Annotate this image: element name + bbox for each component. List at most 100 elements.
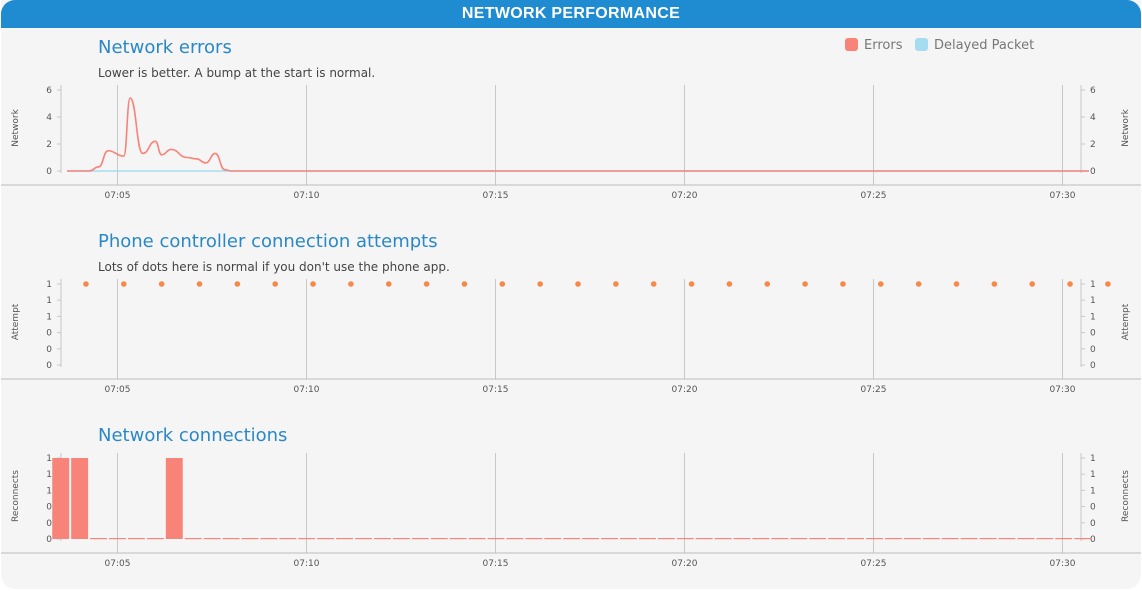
attempt-point	[650, 281, 657, 287]
reconnect-bar	[620, 538, 637, 540]
x-tick-label: 07:30	[1050, 385, 1076, 395]
attempt-point	[726, 281, 733, 287]
attempt-point	[158, 281, 165, 287]
reconnect-bar	[109, 538, 126, 540]
y-tick-label-right: 0	[1090, 329, 1096, 339]
y-tick-label-left: 6	[46, 86, 52, 96]
x-tick-label: 07:25	[861, 385, 887, 395]
y-tick-label-left: 1	[46, 312, 52, 322]
attempt-point	[764, 281, 771, 287]
attempt-point	[802, 281, 808, 287]
attempt-point	[1067, 281, 1073, 287]
attempt-point	[575, 281, 581, 287]
reconnect-bar	[90, 538, 108, 540]
reconnect-bar	[71, 458, 89, 539]
reconnect-bar	[411, 538, 429, 540]
reconnect-bar	[752, 538, 770, 540]
reconnect-bar	[1074, 538, 1092, 540]
reconnect-bar	[222, 538, 240, 540]
reconnect-bar	[714, 538, 732, 540]
x-tick-label: 07:30	[1050, 559, 1076, 569]
reconnect-bar	[1017, 538, 1035, 540]
y-tick-label-right: 0	[1090, 345, 1096, 355]
y-tick-label-right: 0	[1090, 361, 1096, 371]
reconnect-bar	[828, 538, 846, 540]
reconnect-bar	[506, 538, 524, 540]
x-tick-label: 07:10	[294, 559, 320, 569]
attempt-point	[385, 281, 392, 287]
attempt-point	[272, 281, 279, 287]
y-axis-title-left: Attempt	[11, 303, 21, 340]
reconnect-bar	[336, 538, 354, 540]
y-tick-label-left: 0	[46, 167, 52, 177]
series-line-errors	[67, 97, 1089, 172]
reconnect-bar	[847, 538, 865, 540]
attempt-point	[499, 281, 506, 287]
y-tick-label-right: 1	[1090, 454, 1096, 464]
x-tick-label: 07:10	[294, 191, 320, 201]
reconnect-bar	[184, 538, 202, 540]
reconnect-bar	[998, 538, 1016, 540]
legend-item-errors[interactable]: Errors	[845, 38, 902, 53]
reconnect-bar	[279, 538, 297, 540]
y-tick-label-right: 0	[1090, 503, 1096, 513]
reconnect-bar	[487, 538, 505, 540]
reconnect-bar	[960, 538, 978, 540]
reconnect-bar	[922, 538, 940, 540]
reconnect-bar	[449, 538, 467, 540]
reconnect-bar	[676, 538, 694, 540]
y-tick-label-left: 2	[46, 140, 52, 150]
y-tick-label-left: 1	[46, 280, 52, 290]
y-tick-label-left: 0	[46, 329, 52, 339]
reconnect-bar	[582, 538, 600, 540]
y-tick-label-right: 1	[1090, 470, 1096, 480]
reconnect-bar	[790, 538, 808, 540]
attempt-point	[234, 281, 241, 287]
attempt-point	[915, 281, 922, 287]
reconnect-bar	[1036, 538, 1054, 540]
attempt-point	[310, 281, 316, 287]
reconnect-bar	[373, 538, 391, 540]
y-axis-title-right: Network	[1121, 108, 1131, 146]
y-tick-label-left: 1	[46, 470, 52, 480]
x-tick-label: 07:25	[861, 559, 887, 569]
reconnect-bar	[317, 538, 335, 540]
attempt-point	[953, 281, 960, 287]
reconnect-bar	[127, 538, 145, 540]
reconnect-bar	[979, 538, 997, 540]
attempt-point	[1105, 281, 1111, 287]
x-tick-label: 07:05	[105, 191, 131, 201]
reconnect-bar	[260, 538, 278, 540]
x-tick-label: 07:15	[483, 191, 509, 201]
y-tick-label-right: 0	[1090, 519, 1096, 529]
reconnect-bar	[657, 538, 675, 540]
x-tick-label: 07:20	[672, 191, 698, 201]
reconnect-bar	[941, 538, 959, 540]
y-tick-label-right: 0	[1090, 535, 1096, 545]
legend-item-delayed-packet[interactable]: Delayed Packet	[915, 38, 1034, 53]
reconnect-bar	[525, 538, 543, 540]
y-tick-label-right: 1	[1090, 486, 1096, 496]
x-tick-label: 07:05	[105, 559, 131, 569]
reconnect-bar	[355, 538, 372, 540]
x-tick-label: 07:05	[105, 385, 131, 395]
reconnect-bar	[903, 538, 921, 540]
attempt-point	[423, 281, 430, 287]
x-tick-label: 07:15	[483, 385, 509, 395]
attempt-point	[1029, 281, 1036, 287]
reconnect-bar	[638, 538, 656, 540]
y-tick-label-left: 0	[46, 535, 52, 545]
y-tick-label-left: 1	[46, 486, 52, 496]
reconnect-bar	[809, 538, 827, 540]
y-tick-label-right: 1	[1090, 280, 1096, 290]
y-tick-label-left: 0	[46, 519, 52, 529]
reconnect-bar	[146, 538, 164, 540]
reconnect-bar	[1055, 538, 1073, 540]
reconnect-bar	[771, 538, 789, 540]
reconnect-bar	[601, 538, 619, 540]
y-tick-label-left: 0	[46, 361, 52, 371]
reconnect-bar	[468, 538, 486, 540]
x-tick-label: 07:20	[672, 559, 698, 569]
